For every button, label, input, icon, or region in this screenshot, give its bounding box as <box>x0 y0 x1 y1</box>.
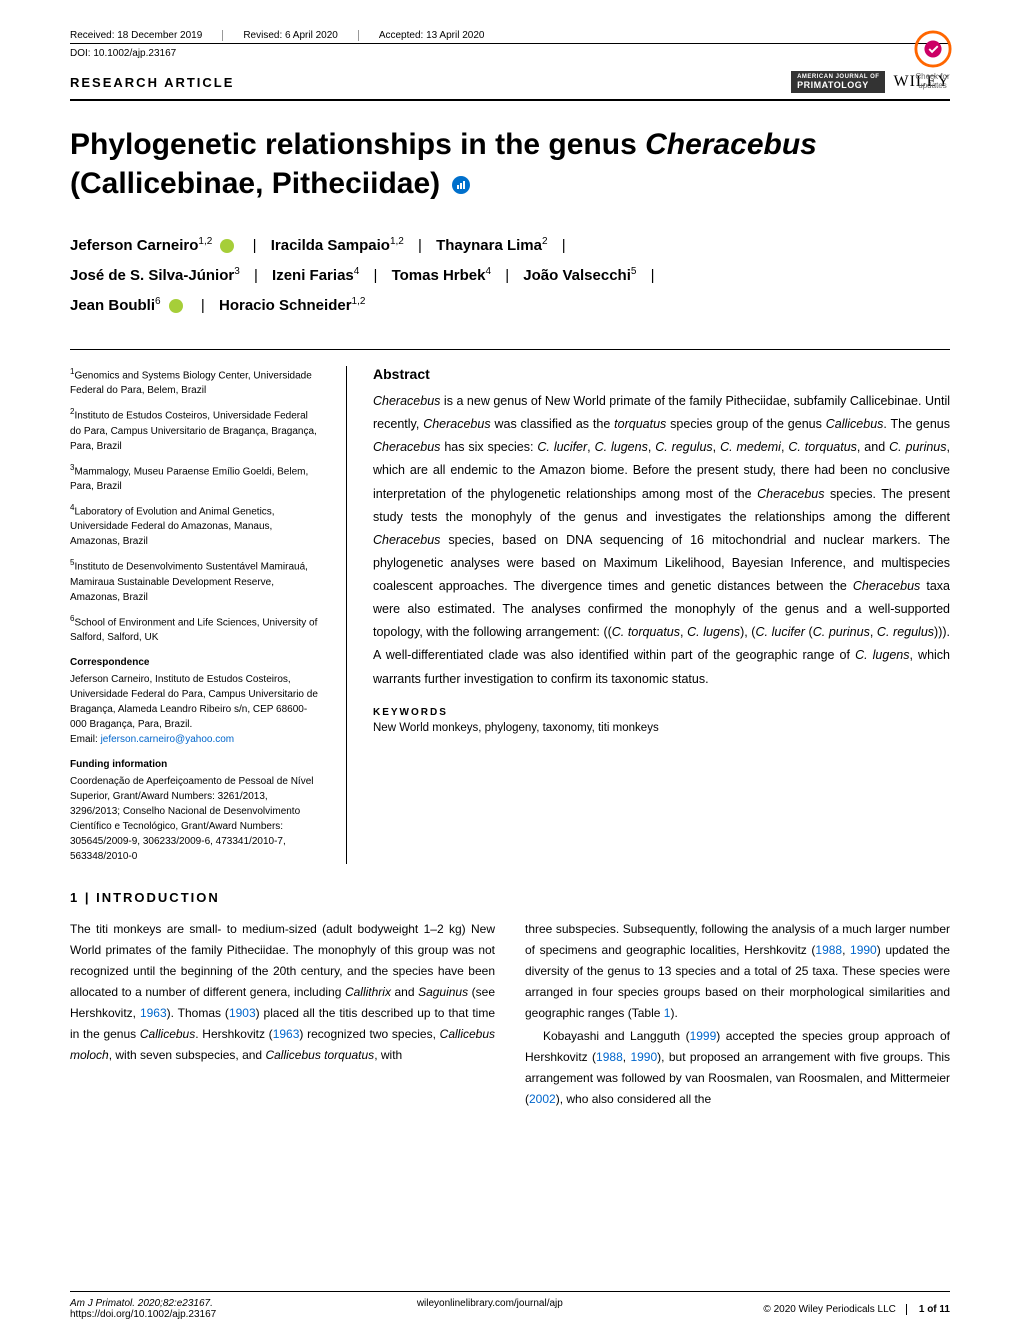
email-link[interactable]: jeferson.carneiro@yahoo.com <box>101 734 235 745</box>
ref-link[interactable]: 2002 <box>529 1092 556 1106</box>
author: Jean Boubli6 <box>70 297 161 314</box>
author: João Valsecchi5 <box>523 267 636 284</box>
keywords-heading: KEYWORDS <box>373 707 950 718</box>
funding-text: Coordenação de Aperfeiçoamento de Pessoa… <box>70 774 320 864</box>
correspondence-email: Email: jeferson.carneiro@yahoo.com <box>70 732 320 747</box>
ref-link[interactable]: 1999 <box>690 1029 717 1043</box>
sidebar-affiliations: 1Genomics and Systems Biology Center, Un… <box>70 366 320 864</box>
footer-center: wileyonlinelibrary.com/journal/ajp <box>417 1298 563 1320</box>
correspondence-heading: Correspondence <box>70 655 320 670</box>
footer-right: © 2020 Wiley Periodicals LLC 1 of 11 <box>763 1298 950 1320</box>
orcid-icon[interactable] <box>220 239 234 253</box>
abstract-text: Cheracebus is a new genus of New World p… <box>373 390 950 691</box>
affiliation: 6School of Environment and Life Sciences… <box>70 613 320 645</box>
intro-column-left: The titi monkeys are small- to medium-si… <box>70 919 495 1110</box>
author: Jeferson Carneiro1,2 <box>70 237 212 254</box>
keywords-text: New World monkeys, phylogeny, taxonomy, … <box>373 722 950 734</box>
introduction-section: 1 | INTRODUCTION The titi monkeys are sm… <box>70 890 950 1110</box>
footer-left: Am J Primatol. 2020;82:e23167. https://d… <box>70 1298 216 1320</box>
ref-link[interactable]: 1990 <box>630 1050 657 1064</box>
ref-link[interactable]: 1990 <box>850 943 877 957</box>
article-type-row: RESEARCH ARTICLE AMERICAN JOURNAL OF PRI… <box>70 71 950 101</box>
ref-link[interactable]: 1903 <box>229 1006 256 1020</box>
author: José de S. Silva-Júnior3 <box>70 267 240 284</box>
abstract-column: Abstract Cheracebus is a new genus of Ne… <box>346 366 950 864</box>
header-meta: Received: 18 December 2019 Revised: 6 Ap… <box>70 30 950 59</box>
affiliation: 3Mammalogy, Museu Paraense Emílio Goeldi… <box>70 462 320 494</box>
affiliation: 1Genomics and Systems Biology Center, Un… <box>70 366 320 398</box>
intro-column-right: three subspecies. Subsequently, followin… <box>525 919 950 1110</box>
introduction-heading: 1 | INTRODUCTION <box>70 890 950 905</box>
accepted-date: Accepted: 13 April 2020 <box>379 30 505 41</box>
revised-date: Revised: 6 April 2020 <box>243 30 359 41</box>
correspondence-text: Jeferson Carneiro, Instituto de Estudos … <box>70 672 320 732</box>
ref-link[interactable]: 1988 <box>596 1050 623 1064</box>
orcid-icon[interactable] <box>169 299 183 313</box>
affiliation: 2Instituto de Estudos Costeiros, Univers… <box>70 406 320 453</box>
affiliation: 4Laboratory of Evolution and Animal Gene… <box>70 502 320 549</box>
doi-text: DOI: 10.1002/ajp.23167 <box>70 48 950 59</box>
check-updates-label: Check for updates <box>905 73 960 91</box>
abstract-heading: Abstract <box>373 366 950 382</box>
author: Thaynara Lima2 <box>436 237 547 254</box>
affiliation: 5Instituto de Desenvolvimento Sustentáve… <box>70 557 320 604</box>
check-updates-badge[interactable]: Check for updates <box>905 30 960 85</box>
article-title: Phylogenetic relationships in the genus … <box>70 125 950 203</box>
title-badge-icon <box>452 176 470 194</box>
author: Iracilda Sampaio1,2 <box>271 237 404 254</box>
primatology-badge: AMERICAN JOURNAL OF PRIMATOLOGY <box>791 71 885 93</box>
check-updates-icon <box>914 30 952 68</box>
page-footer: Am J Primatol. 2020;82:e23167. https://d… <box>70 1291 950 1320</box>
ref-link[interactable]: 1963 <box>140 1006 167 1020</box>
ref-link[interactable]: 1988 <box>815 943 842 957</box>
author: Izeni Farias4 <box>272 267 359 284</box>
author: Horacio Schneider1,2 <box>219 297 365 314</box>
article-type: RESEARCH ARTICLE <box>70 75 234 90</box>
funding-heading: Funding information <box>70 757 320 772</box>
author: Tomas Hrbek4 <box>392 267 491 284</box>
ref-link[interactable]: 1963 <box>273 1027 300 1041</box>
received-date: Received: 18 December 2019 <box>70 30 223 41</box>
authors-list: Jeferson Carneiro1,2 | Iracilda Sampaio1… <box>70 231 950 321</box>
